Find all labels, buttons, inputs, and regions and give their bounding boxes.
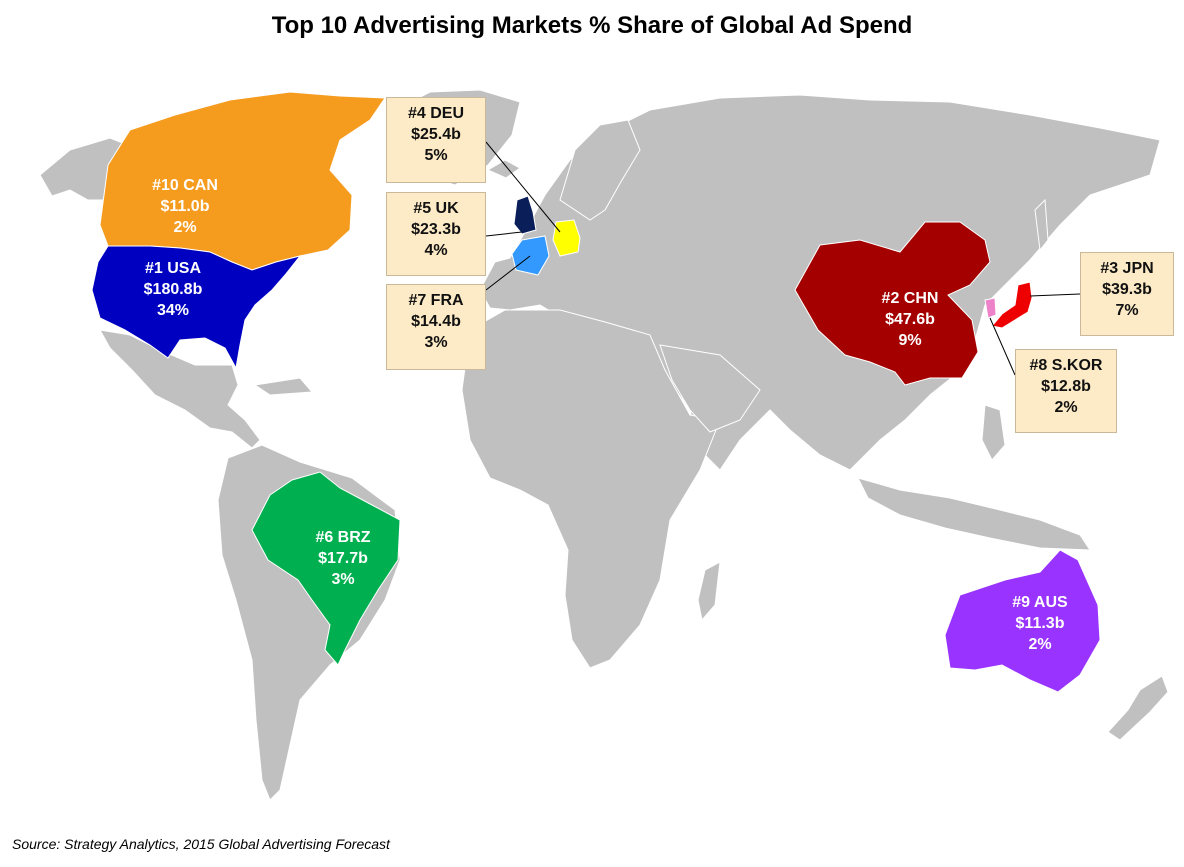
- callout-jpn: #3 JPN $39.3b 7%: [1080, 252, 1174, 336]
- china-shape: [794, 221, 991, 386]
- callout-fra: #7 FRA $14.4b 3%: [386, 284, 486, 370]
- uk-connector-line: [485, 231, 523, 237]
- mexico-shape: [99, 329, 261, 449]
- usa-rank: #1 USA: [144, 260, 202, 277]
- kor-connector-line: [989, 317, 1016, 376]
- brz-share: 3%: [331, 571, 355, 588]
- callout-deu: #4 DEU $25.4b 5%: [386, 97, 486, 183]
- label-can: #10 CAN $11.0b 2%: [130, 175, 240, 238]
- chn-share: 9%: [898, 332, 922, 349]
- brz-spend: $17.7b: [318, 550, 368, 567]
- indonesia-shape: [857, 477, 1091, 551]
- germany-shape: [552, 219, 581, 257]
- madagascar-shape: [697, 561, 721, 622]
- fra-share: 3%: [424, 334, 448, 351]
- deu-rank: #4 DEU: [407, 105, 465, 122]
- source-note: Source: Strategy Analytics, 2015 Global …: [12, 836, 390, 852]
- philippines-shape: [981, 404, 1006, 461]
- uk-rank: #5 UK: [413, 200, 459, 217]
- sakhalin-shape: [1034, 198, 1049, 252]
- france-shape: [511, 235, 550, 276]
- can-share: 2%: [173, 219, 197, 236]
- fra-rank: #7 FRA: [408, 292, 464, 309]
- jpn-spend: $39.3b: [1102, 281, 1152, 298]
- map-title: Top 10 Advertising Markets % Share of Gl…: [271, 12, 913, 39]
- brz-rank: #6 BRZ: [315, 529, 371, 546]
- aus-share: 2%: [1028, 636, 1052, 653]
- iceland-shape: [486, 159, 521, 179]
- deu-share: 5%: [424, 147, 448, 164]
- aus-spend: $11.3b: [1015, 615, 1065, 632]
- usa-shape: [91, 245, 302, 370]
- uk-shape: [513, 195, 537, 235]
- jpn-share: 7%: [1115, 302, 1139, 319]
- label-brz: #6 BRZ $17.7b 3%: [288, 527, 398, 590]
- label-aus: #9 AUS $11.3b 2%: [985, 592, 1095, 655]
- brazil-shape: [251, 471, 401, 666]
- fra-spend: $14.4b: [411, 313, 461, 330]
- kor-share: 2%: [1054, 399, 1078, 416]
- callout-uk: #5 UK $23.3b 4%: [386, 192, 486, 276]
- korea-shape: [984, 297, 997, 319]
- callout-lines: [485, 141, 1081, 376]
- label-usa: #1 USA $180.8b 34%: [118, 258, 228, 321]
- fra-connector-line: [485, 255, 531, 291]
- aus-rank: #9 AUS: [1012, 594, 1068, 611]
- australia-shape: [944, 549, 1101, 693]
- uk-share: 4%: [424, 242, 448, 259]
- can-spend: $11.0b: [160, 198, 210, 215]
- uk-spend: $23.3b: [411, 221, 461, 238]
- usa-spend: $180.8b: [143, 281, 203, 298]
- chn-rank: #2 CHN: [881, 290, 939, 307]
- can-rank: #10 CAN: [152, 177, 218, 194]
- scandinavia-shape: [559, 119, 641, 221]
- deu-connector-line: [485, 141, 561, 233]
- label-chn: #2 CHN $47.6b 9%: [855, 288, 965, 351]
- callout-kor: #8 S.KOR $12.8b 2%: [1015, 349, 1117, 433]
- kor-spend: $12.8b: [1041, 378, 1091, 395]
- jpn-connector-line: [1029, 293, 1081, 297]
- usa-share: 34%: [156, 302, 190, 319]
- jpn-rank: #3 JPN: [1100, 260, 1154, 277]
- africa-shape: [461, 309, 721, 669]
- japan-shape: [991, 281, 1033, 329]
- kor-rank: #8 S.KOR: [1029, 357, 1103, 374]
- arabia-shape: [659, 344, 761, 433]
- chn-spend: $47.6b: [885, 311, 935, 328]
- caribbean-shape: [253, 377, 314, 396]
- deu-spend: $25.4b: [411, 126, 461, 143]
- new-zealand-shape: [1107, 675, 1169, 741]
